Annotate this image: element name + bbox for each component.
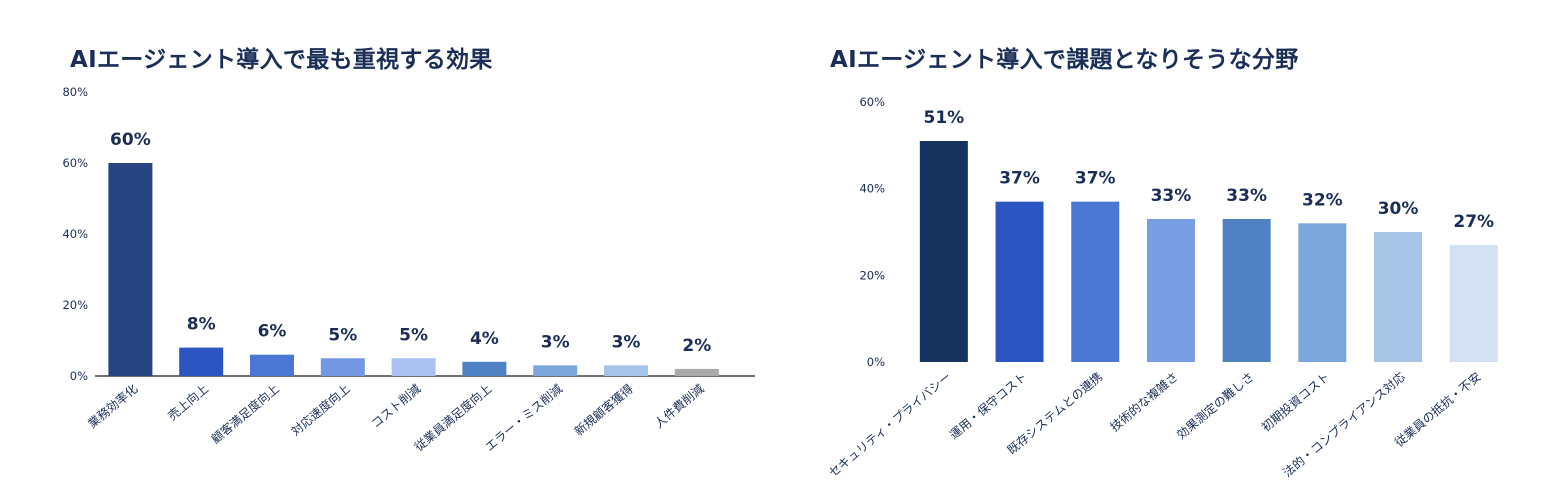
- data-label: 33%: [1151, 186, 1192, 206]
- effects-bar-chart: 0% 20% 40% 60% 80% 60% 業務効率化 8% 売上向上 6% 顧客満足度向上 5% 対…: [62, 85, 755, 454]
- challenges-bar-chart: 0% 20% 40% 60% 51% セキュリティ・プライバシー 37% 運用・保守コスト 37…: [826, 95, 1498, 480]
- x-tick-label: 対応速度向上: [288, 381, 353, 439]
- bar: [604, 365, 648, 376]
- bar: [179, 347, 224, 376]
- y-tick-label: 20%: [859, 268, 885, 282]
- bar: [462, 361, 507, 376]
- data-label: 32%: [1302, 190, 1343, 210]
- bar: [1449, 245, 1498, 362]
- y-tick-label: 60%: [859, 95, 885, 109]
- y-tick-label: 40%: [62, 227, 88, 241]
- x-tick-label: 効果測定の難しさ: [1173, 369, 1256, 442]
- x-tick-label: エラー・ミス削減: [482, 381, 565, 454]
- bar: [919, 141, 968, 362]
- y-tick-label: 0%: [70, 369, 88, 383]
- data-label: 27%: [1453, 212, 1494, 232]
- y-tick-label: 80%: [62, 85, 88, 99]
- x-tick-label: セキュリティ・プライバシー: [826, 370, 954, 480]
- x-tick-label: 顧客満足度向上: [208, 381, 282, 446]
- data-label: 6%: [258, 322, 287, 342]
- chart-title: AIエージェント導入で最も重視する効果: [70, 47, 493, 73]
- bar: [1071, 201, 1120, 362]
- x-tick-label: コスト削減: [368, 381, 424, 431]
- data-label: 37%: [999, 169, 1040, 189]
- bar: [1222, 219, 1271, 362]
- data-label: 37%: [1075, 169, 1116, 189]
- data-label: 2%: [682, 336, 711, 356]
- bar: [1146, 219, 1195, 362]
- x-tick-label: 新規顧客獲得: [571, 381, 636, 439]
- chart-title: AIエージェント導入で課題となりそうな分野: [830, 47, 1299, 73]
- data-label: 3%: [612, 332, 641, 352]
- bar: [674, 368, 719, 376]
- data-label: 8%: [187, 315, 216, 335]
- y-tick-label: 20%: [62, 298, 88, 312]
- y-tick-label: 40%: [859, 182, 885, 196]
- data-label: 33%: [1226, 186, 1267, 206]
- bar: [108, 163, 153, 376]
- bar: [1374, 232, 1423, 362]
- bar: [995, 201, 1044, 362]
- chart-panel-challenges: AIエージェント導入で課題となりそうな分野 0% 20% 40% 60% 51% セキュリ…: [780, 0, 1559, 497]
- x-tick-label: 運用・保守コスト: [947, 370, 1030, 442]
- x-tick-label: 人件費削減: [651, 381, 707, 431]
- bar: [320, 358, 365, 376]
- x-tick-label: 売上向上: [165, 381, 211, 423]
- bar: [1298, 223, 1347, 362]
- x-tick-label: 初期投資コスト: [1258, 369, 1332, 434]
- data-label: 4%: [470, 329, 499, 349]
- bar: [250, 354, 294, 376]
- bar: [533, 365, 578, 376]
- data-label: 60%: [110, 130, 151, 150]
- chart-panel-effects: AIエージェント導入で最も重視する効果 0% 20% 40% 60% 80% 60% 業務効…: [62, 47, 755, 454]
- data-label: 51%: [923, 108, 964, 128]
- data-label: 5%: [399, 325, 428, 345]
- y-tick-label: 0%: [867, 355, 885, 369]
- data-label: 30%: [1378, 199, 1419, 219]
- x-tick-label: 業務効率化: [85, 381, 141, 431]
- data-label: 5%: [328, 325, 357, 345]
- data-label: 3%: [541, 332, 570, 352]
- x-tick-label: 法的・コンプライアンス対応: [1280, 369, 1408, 480]
- bar: [391, 358, 436, 376]
- y-tick-label: 60%: [62, 156, 88, 170]
- x-tick-label: 技術的な複雑さ: [1107, 369, 1181, 434]
